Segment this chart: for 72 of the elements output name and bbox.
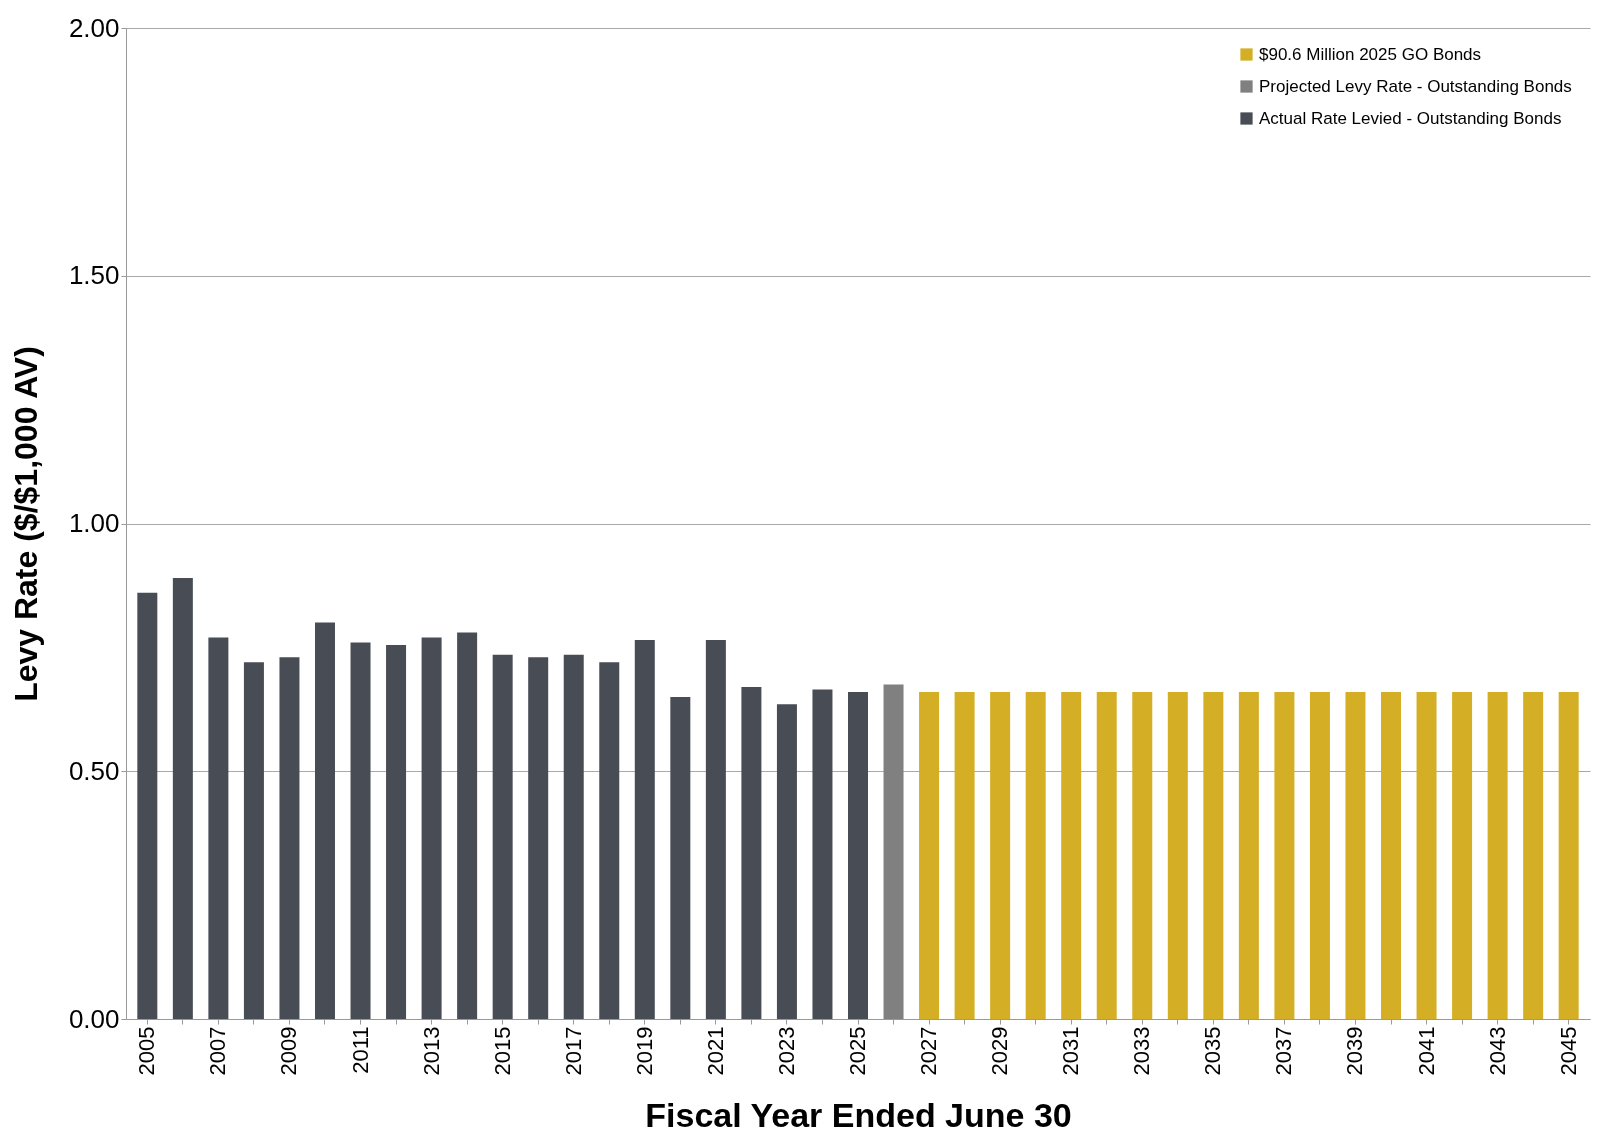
x-tick-label: 2041: [1413, 1026, 1439, 1076]
y-tick-label: 2.00: [68, 12, 120, 43]
x-tick-label: 2023: [773, 1026, 799, 1076]
bar: [1061, 691, 1082, 1019]
bar: [919, 691, 940, 1019]
bar: [350, 642, 371, 1019]
x-tick-label: 2045: [1555, 1026, 1581, 1076]
bar: [386, 644, 407, 1019]
x-tick-label: 2027: [916, 1026, 942, 1076]
x-tick-label: 2019: [631, 1026, 657, 1076]
x-tick-label: 2005: [134, 1026, 160, 1076]
bar: [954, 691, 975, 1019]
bar: [243, 662, 264, 1019]
bar: [492, 654, 513, 1019]
bar: [990, 691, 1011, 1019]
x-tick-label: 2039: [1342, 1026, 1368, 1076]
bar: [1345, 691, 1366, 1019]
bar: [1132, 691, 1153, 1019]
bar: [208, 637, 229, 1019]
x-tick-label: 2037: [1271, 1026, 1297, 1076]
x-tick-label: 2017: [560, 1026, 586, 1076]
bar: [421, 637, 442, 1019]
legend-label: Projected Levy Rate - Outstanding Bonds: [1259, 76, 1572, 96]
bar: [1523, 691, 1544, 1019]
x-axis-title: Fiscal Year Ended June 30: [645, 1096, 1072, 1135]
x-tick-label: 2007: [205, 1026, 231, 1076]
y-axis-title: Levy Rate ($/$1,000 AV): [7, 346, 44, 702]
bar: [670, 696, 691, 1019]
x-tick-label: 2009: [276, 1026, 302, 1076]
x-tick-label: 2021: [702, 1026, 728, 1076]
bar: [848, 691, 868, 1019]
bar: [776, 704, 797, 1019]
bar: [1238, 691, 1259, 1019]
bar: [812, 689, 833, 1019]
bar: [279, 657, 300, 1019]
bar: [1203, 691, 1224, 1019]
bar: [1487, 691, 1508, 1019]
bar: [1558, 691, 1579, 1019]
bar: [634, 639, 655, 1019]
bar: [457, 632, 478, 1019]
bar: [1096, 691, 1117, 1019]
bar: [1309, 691, 1330, 1019]
y-tick-label: 1.00: [68, 508, 120, 538]
bar: [1274, 691, 1295, 1019]
y-tick-label: 0.00: [68, 1003, 120, 1034]
y-tick-label: 0.50: [68, 755, 120, 786]
bar: [1025, 691, 1046, 1019]
x-tick-label: 2043: [1484, 1026, 1510, 1076]
bar: [1167, 691, 1188, 1019]
bar: [137, 592, 158, 1019]
bar: [1381, 691, 1402, 1019]
bar: [528, 657, 549, 1019]
x-tick-label: 2011: [347, 1026, 373, 1074]
x-tick-label: 2015: [489, 1026, 515, 1076]
bar: [705, 639, 726, 1019]
x-tick-label: 2031: [1058, 1026, 1084, 1076]
bar: [563, 654, 584, 1019]
legend-label: Actual Rate Levied - Outstanding Bonds: [1259, 108, 1562, 128]
bar: [172, 578, 193, 1019]
x-tick-label: 2013: [418, 1026, 444, 1076]
bar: [741, 687, 762, 1019]
x-tick-label: 2035: [1200, 1026, 1226, 1076]
bar: [1452, 691, 1473, 1019]
legend-label: $90.6 Million 2025 GO Bonds: [1259, 44, 1482, 64]
x-tick-label: 2025: [845, 1026, 870, 1076]
y-tick-label: 1.50: [68, 260, 120, 291]
x-tick-label: 2029: [987, 1026, 1013, 1076]
bar: [314, 622, 335, 1019]
x-tick-label: 2033: [1129, 1026, 1155, 1076]
bar: [599, 662, 620, 1019]
bar: [1416, 691, 1437, 1019]
bar: [883, 684, 904, 1019]
